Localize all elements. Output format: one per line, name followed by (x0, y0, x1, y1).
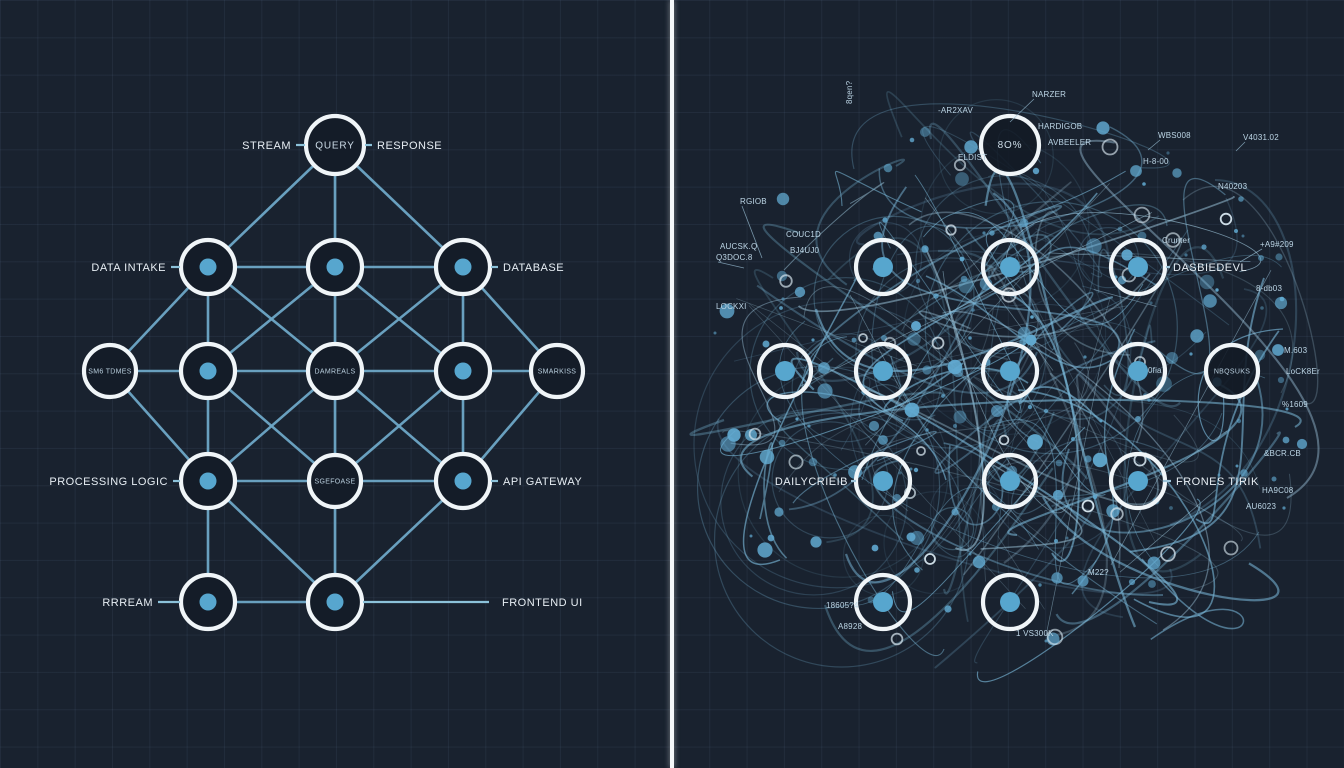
scatter-label: 8-db03 (1256, 284, 1282, 293)
diagram-node (980, 237, 1040, 297)
diagram-label: API GATEWAY (503, 476, 582, 488)
scatter-label: 1 VS300K (1016, 629, 1054, 638)
diagram-node (853, 341, 913, 401)
chaos-dots (713, 121, 1308, 646)
right-nodes: 8O% NBQSUKS (756, 113, 1261, 632)
scatter-label: A8928 (838, 622, 862, 631)
scatter-label: V4031.02 (1243, 133, 1279, 142)
scatter-label: ELDIST (958, 153, 987, 162)
scatter-label: LOCKXI (716, 302, 747, 311)
scatter-label: NARZER (1032, 90, 1066, 99)
diagram-node (981, 452, 1039, 510)
diagram-node (756, 342, 814, 400)
diagram-label: DATABASE (503, 262, 564, 274)
diagram-node: DAMREALS (305, 341, 365, 401)
scatter-label: -AR2XAV (938, 106, 974, 115)
diagram-node (433, 341, 493, 401)
diagram-node (178, 451, 238, 511)
diagram-node (178, 572, 238, 632)
diagram-node (853, 572, 913, 632)
scatter-label: +A9#209 (1260, 240, 1294, 249)
diagram-node (305, 572, 365, 632)
scatter-label: M22? (1088, 568, 1109, 577)
diagram-node: 8O% (978, 113, 1042, 177)
diagram-node (853, 237, 913, 297)
panel-divider (670, 0, 674, 768)
right-labels: DASBIEDEVL DAILYCRIEIB FRONES TIRIK (775, 262, 1259, 488)
diagram-node (178, 341, 238, 401)
diagram-label: FRONTEND UI (502, 597, 583, 609)
scatter-label: &BCR.CB (1264, 449, 1301, 458)
diagram-node: QUERY (303, 113, 367, 177)
diagram-node (433, 237, 493, 297)
scatter-label: N40203 (1218, 182, 1248, 191)
node-text: SGEFOASE (315, 479, 356, 486)
scatter-label: M.603 (1284, 346, 1308, 355)
left-labels: STREAM RESPONSE DATA INTAKE DATABASE PROCESS… (49, 140, 582, 609)
diagram-label: DASBIEDEVL (1173, 262, 1247, 274)
scatter-label: BJ4UJ0 (790, 246, 820, 255)
node-text: SMARKISS (538, 369, 577, 376)
diagram-label: DATA INTAKE (91, 262, 166, 274)
right-scatter-labels: NARZER HARDIGOB AVBEELER -AR2XAV ELDIST 8qen?… (716, 80, 1320, 638)
diagram-label: RESPONSE (377, 140, 442, 152)
scatter-label: Crunter (1162, 236, 1190, 245)
scatter-label: 0fia (1148, 366, 1162, 375)
diagram-label: FRONES TIRIK (1176, 476, 1259, 488)
diagram-label: STREAM (242, 140, 291, 152)
scatter-label: Q3DOC.8 (716, 253, 753, 262)
diagram-node (433, 451, 493, 511)
scatter-label: AU6023 (1246, 502, 1276, 511)
diagram-node (980, 572, 1040, 632)
diagram-node: SM6 TDMES (81, 342, 139, 400)
node-text: QUERY (315, 141, 354, 152)
node-text: NBQSUKS (1214, 369, 1250, 376)
diagram-node (1108, 341, 1168, 401)
scatter-label: RGIOB (740, 197, 767, 206)
scatter-label: WBS008 (1158, 131, 1191, 140)
diagram-label: DAILYCRIEIB (775, 476, 848, 488)
diagram-node (980, 341, 1040, 401)
scatter-label: LoCK8Er (1286, 367, 1320, 376)
diagram-node (178, 237, 238, 297)
node-text: DAMREALS (315, 369, 356, 376)
left-nodes: QUERY SM6 TDMES DAMREALS SMARKISS SGEFOASE (81, 113, 586, 632)
scatter-label: H-8-00 (1143, 157, 1169, 166)
scatter-label: %1609 (1282, 400, 1308, 409)
scatter-label: 8qen? (845, 80, 854, 104)
node-text: 8O% (998, 140, 1023, 151)
diagram-node: SGEFOASE (306, 452, 364, 510)
scatter-label: HARDIGOB (1038, 122, 1082, 131)
scatter-label: HA9C08 (1262, 486, 1294, 495)
node-text: SM6 TDMES (88, 369, 131, 376)
scatter-label: 18605?4 (826, 601, 859, 610)
diagram-node (1108, 237, 1168, 297)
diagram-label: PROCESSING LOGIC (49, 476, 168, 488)
scatter-label: COUC1D (786, 230, 821, 239)
diagram-node: SMARKISS (528, 342, 586, 400)
diagram-label: RRREAM (102, 597, 153, 609)
scatter-label: AUCSK.Q (720, 242, 757, 251)
diagram-node: NBQSUKS (1203, 342, 1261, 400)
scatter-label: AVBEELER (1048, 138, 1091, 147)
diagram-node (305, 237, 365, 297)
